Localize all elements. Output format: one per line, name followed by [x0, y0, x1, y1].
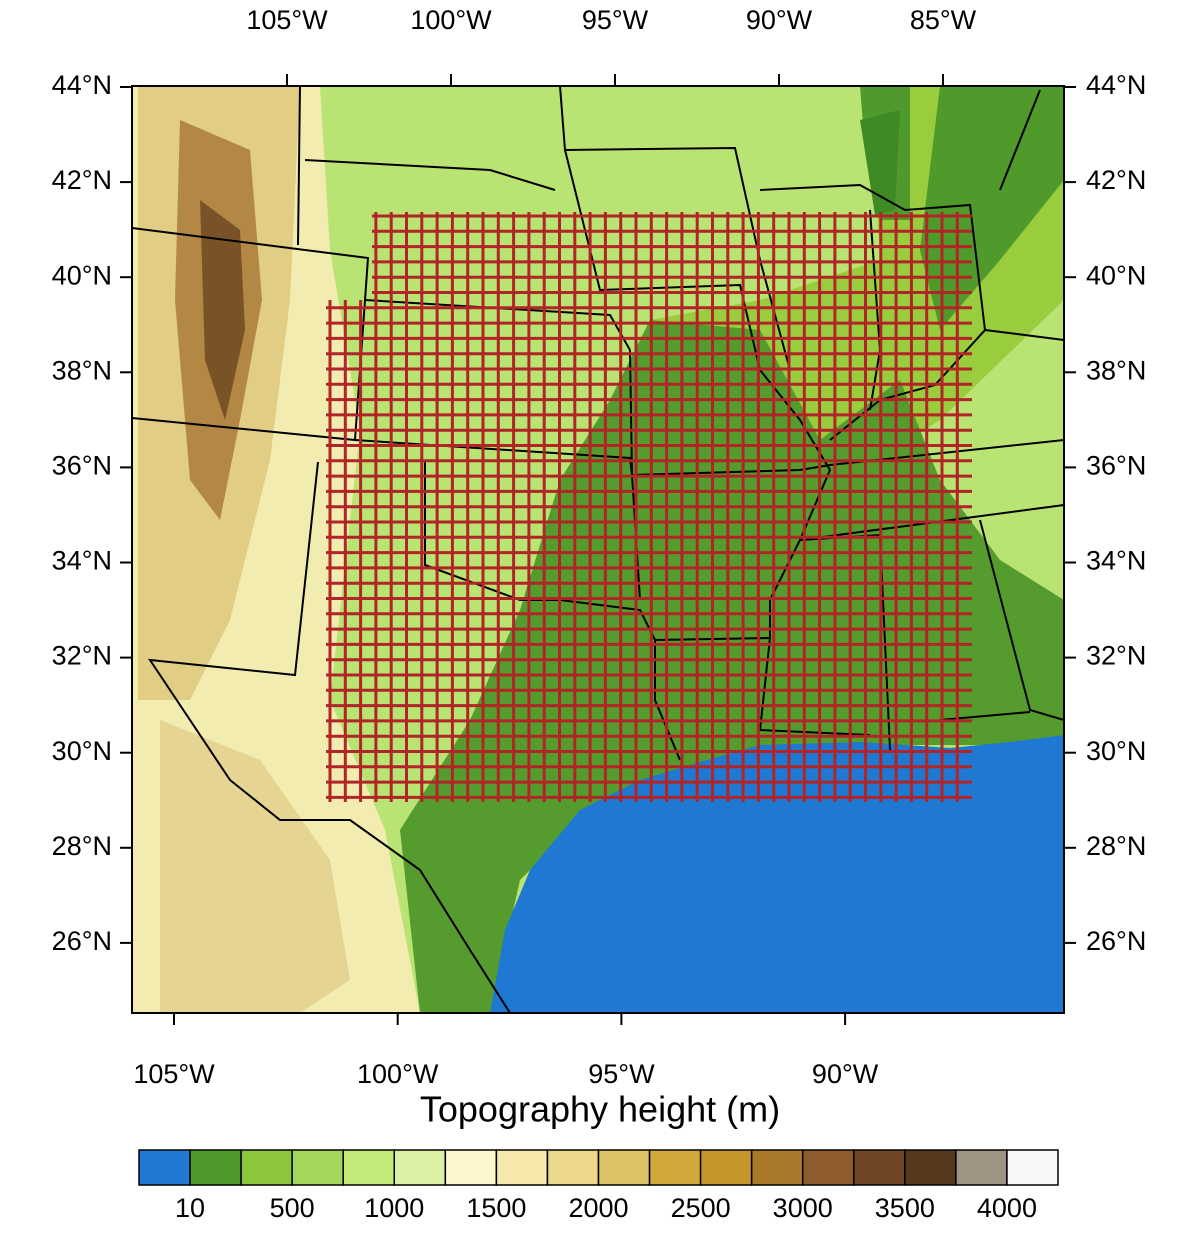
colorbar-swatch — [955, 1149, 1008, 1186]
colorbar-swatch — [750, 1149, 804, 1186]
top-lon-label: 85°W — [910, 5, 977, 35]
colorbar-label: 1500 — [466, 1193, 526, 1223]
bottom-lon-label: 95°W — [588, 1059, 655, 1089]
colorbar-label: 2000 — [568, 1193, 628, 1223]
lat-label-right: 34°N — [1086, 546, 1146, 576]
lat-label-left: 36°N — [52, 451, 112, 481]
bottom-lon-label: 90°W — [812, 1059, 879, 1089]
top-lon-label: 95°W — [582, 5, 649, 35]
lake-michigan — [860, 110, 900, 215]
colorbar-swatch — [597, 1149, 651, 1186]
colorbar-swatch — [648, 1149, 702, 1186]
colorbar-swatch — [342, 1149, 396, 1186]
top-lon-label: 105°W — [246, 5, 328, 35]
colorbar-swatch — [444, 1149, 498, 1186]
lat-label-right: 36°N — [1086, 451, 1146, 481]
lat-label-right: 38°N — [1086, 355, 1146, 385]
lat-label-right: 32°N — [1086, 641, 1146, 671]
terrain — [132, 86, 1064, 1013]
lat-label-left: 32°N — [52, 641, 112, 671]
colorbar-swatch — [546, 1149, 600, 1186]
lat-label-right: 30°N — [1086, 736, 1146, 766]
lat-label-left: 26°N — [52, 926, 112, 956]
colorbar-label: 500 — [270, 1193, 315, 1223]
lat-label-left: 38°N — [52, 355, 112, 385]
map-frame — [131, 85, 1065, 1014]
colorbar-swatch — [1006, 1149, 1059, 1186]
colorbar-swatch — [291, 1149, 344, 1186]
gulf-of-mexico — [490, 735, 1064, 1013]
bottom-lon-label: 105°W — [133, 1059, 215, 1089]
colorbar: 10 500 1000 1500 2000 2500 3000 3500 4000 — [138, 1149, 1059, 1223]
peaks — [200, 200, 245, 420]
lat-label-right: 44°N — [1086, 70, 1146, 100]
colorbar-label: 1000 — [364, 1193, 424, 1223]
lat-label-right: 26°N — [1086, 926, 1146, 956]
top-lon-label: 100°W — [410, 5, 492, 35]
lat-label-left: 42°N — [52, 165, 112, 195]
colorbar-swatch — [189, 1149, 242, 1186]
colorbar-label: 10 — [175, 1193, 205, 1223]
lat-label-left: 28°N — [52, 831, 112, 861]
analysis-grid — [326, 212, 972, 802]
colorbar-swatch — [138, 1149, 191, 1186]
colorbar-swatch — [393, 1149, 447, 1186]
colorbar-swatch — [240, 1149, 293, 1186]
lat-label-left: 30°N — [52, 736, 112, 766]
bottom-lon-label: 100°W — [357, 1059, 439, 1089]
lat-label-right: 28°N — [1086, 831, 1146, 861]
colorbar-swatch — [904, 1149, 957, 1186]
lat-label-left: 44°N — [52, 70, 112, 100]
lat-label-left: 34°N — [52, 546, 112, 576]
west-texas-hills — [160, 720, 350, 1013]
colorbar-swatch — [699, 1149, 753, 1186]
axes: 105°W 100°W 95°W 90°W 85°W 105°W 100°W 95°W 90°W… — [52, 5, 1147, 1089]
lat-label-right: 40°N — [1086, 260, 1146, 290]
lat-label-left: 40°N — [52, 260, 112, 290]
colorbar-swatch — [495, 1149, 549, 1186]
coastal-plain — [400, 320, 1064, 1013]
colorbar-label: 2500 — [671, 1193, 731, 1223]
colorbar-label: 3000 — [773, 1193, 833, 1223]
colorbar-title: Topography height (m) — [420, 1089, 780, 1130]
lat-label-right: 42°N — [1086, 165, 1146, 195]
colorbar-swatch — [801, 1149, 855, 1186]
colorbar-swatch — [853, 1149, 906, 1186]
top-lon-label: 90°W — [746, 5, 813, 35]
colorbar-label: 3500 — [875, 1193, 935, 1223]
colorbar-label: 4000 — [977, 1193, 1037, 1223]
